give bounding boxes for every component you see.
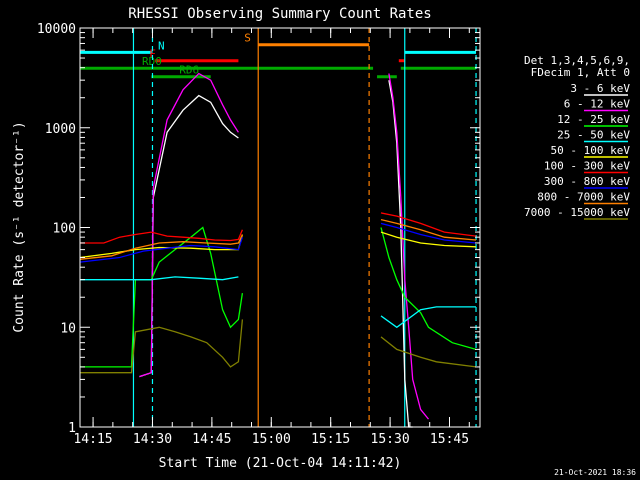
series-line xyxy=(79,234,244,259)
x-tick-label: 15:45 xyxy=(430,432,469,447)
x-tick-label: 15:15 xyxy=(311,432,350,447)
y-tick-label: 100 xyxy=(53,222,76,237)
legend-entry: 300 - 800 keV xyxy=(544,175,630,188)
x-tick-label: 15:30 xyxy=(371,432,410,447)
x-tick-label: 14:30 xyxy=(133,432,172,447)
series-line xyxy=(380,218,477,241)
flag-label-rd6: RD6 xyxy=(179,64,199,77)
x-tick-label: 15:00 xyxy=(252,432,291,447)
x-tick-label: 14:45 xyxy=(192,432,231,447)
x-axis: 14:15 14:30 14:45 15:00 15:15 15:30 15:45 xyxy=(73,28,470,447)
legend-entry: 25 - 50 keV xyxy=(557,129,630,142)
footer-date: 21-Oct-2021 18:36 xyxy=(554,468,636,477)
chart-title: RHESSI Observing Summary Count Rates xyxy=(128,6,431,22)
series-line xyxy=(139,94,239,378)
legend-entry: 100 - 300 keV xyxy=(544,160,630,173)
series-line xyxy=(380,212,477,237)
series-line xyxy=(388,80,413,428)
legend-entry: 800 - 7000 keV xyxy=(537,191,630,204)
series-line xyxy=(80,319,244,374)
series-line xyxy=(388,73,430,420)
legend-entry: 50 - 100 keV xyxy=(551,144,631,157)
flag-label-rd0: RD0 xyxy=(142,55,162,68)
y-tick-label: 10 xyxy=(60,321,76,336)
legend-entry: 6 - 12 keV xyxy=(564,98,631,111)
series-line xyxy=(380,336,477,368)
legend: Det 1,3,4,5,6,9,FDecim 1, Att 0 3 - 6 keV… xyxy=(524,54,631,220)
flag-label-f: F xyxy=(149,48,156,61)
series-line xyxy=(380,231,477,248)
legend-entry: 12 - 25 keV xyxy=(557,113,630,126)
y-tick-label: 10000 xyxy=(37,22,76,37)
flag-label-n: N xyxy=(158,39,165,52)
x-axis-label: Start Time (21-Oct-04 14:11:42) xyxy=(159,456,402,471)
y-axis-label: Count Rate (s⁻¹ detector⁻¹) xyxy=(12,121,27,332)
legend-title: FDecim 1, Att 0 xyxy=(531,66,630,79)
legend-entry: 3 - 6 keV xyxy=(570,82,630,95)
series-line xyxy=(139,72,239,378)
series-line xyxy=(380,222,477,244)
legend-entry: 7000 - 15000 keV xyxy=(524,206,630,219)
series-line xyxy=(79,237,244,263)
x-tick-label: 14:15 xyxy=(73,432,112,447)
flag-label-s: S xyxy=(244,32,251,45)
plot-frame xyxy=(79,27,481,428)
data-series xyxy=(79,72,477,428)
y-tick-label: 1 xyxy=(68,421,76,436)
y-tick-label: 1000 xyxy=(45,122,76,137)
series-line xyxy=(380,306,476,329)
series-line xyxy=(380,227,477,351)
series-line xyxy=(80,276,239,281)
legend-title: Det 1,3,4,5,6,9, xyxy=(524,54,630,67)
series-line xyxy=(80,229,244,244)
series-line xyxy=(79,234,243,260)
y-axis: 1 10 100 1000 10000 xyxy=(37,22,480,436)
